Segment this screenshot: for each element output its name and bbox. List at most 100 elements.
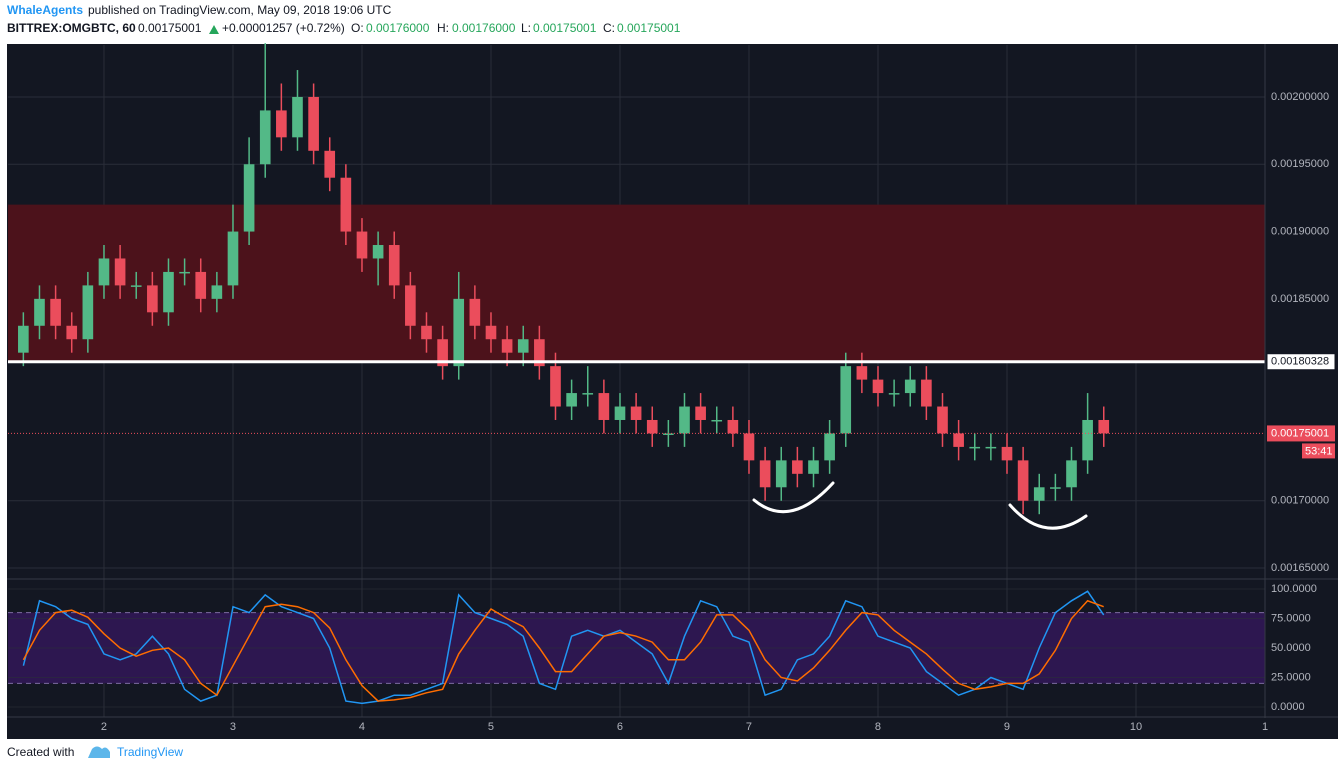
candle-body [614,406,626,420]
candle-body [259,110,271,165]
candle-body [695,406,706,420]
candle-body [1017,460,1029,501]
candle-body [195,271,207,299]
y-tick-label: 0.00185000 [1271,293,1329,305]
candle-body [147,285,158,313]
ohlc-value: 0.00176000 [452,21,516,35]
y-tick-label: 0.00200000 [1271,91,1329,103]
x-tick-label: 6 [617,721,623,733]
candle-body [1082,419,1093,461]
candle-body [550,366,561,407]
x-tick-label: 7 [746,721,752,733]
candle-body [66,325,78,340]
y-tick-label: 0.00170000 [1271,495,1329,507]
ohlc-value: 0.00175001 [617,21,681,35]
candle-body [808,460,819,474]
ohlc-value: 0.00175001 [533,21,597,35]
candle-body [308,96,319,151]
ohlc-key: L: [521,21,531,35]
stoch-line [22,599,1104,702]
candle-body [1033,487,1045,501]
price: 0.00175001 [138,21,202,35]
ohlc-key: H: [437,21,449,35]
candle-body [727,419,739,434]
published: published on TradingView.com, May 09, 20… [88,3,392,17]
candle-body [969,446,981,449]
candle-body [904,379,916,394]
candle-body [1098,419,1110,434]
back-layer [8,45,1266,717]
candle-body [663,433,674,435]
footer-created: Created with [7,745,74,759]
candle-body [711,419,723,422]
candle-body [469,298,481,326]
candle-body [211,285,223,299]
ohlc-key: O: [351,21,364,35]
candle-body [130,285,142,287]
candle-body [421,325,432,340]
level-label: 0.00180328 [1271,356,1329,368]
x-tick-label: 3 [230,721,236,733]
y-tick-label: 100.0000 [1271,583,1317,595]
candle-body [759,460,771,488]
symbol: BITTREX:OMGBTC, 60 [7,21,136,35]
candle-body [227,231,239,286]
author[interactable]: WhaleAgents [7,3,83,17]
candle-body [872,379,884,394]
candle-body [163,271,174,313]
ohlc-value: 0.00176000 [366,21,430,35]
x-tick-label: 8 [875,721,881,733]
candle-body [292,96,303,138]
last-price-box [1267,425,1335,442]
candle-body [856,366,868,380]
countdown-box [1302,443,1335,459]
candle-body [1066,460,1077,488]
x-tick-label: 1 [1262,721,1268,733]
footer-brand[interactable]: TradingView [117,745,183,759]
brand-logo [88,746,110,758]
candle-body [276,110,287,138]
candle-body [98,258,110,286]
candle-body [82,285,94,340]
last-price-label: 0.00175001 [1271,427,1329,439]
y-tick-label: 0.00165000 [1271,562,1329,574]
x-tick-label: 5 [488,721,494,733]
candle-body [679,406,690,434]
candle-body [775,460,787,488]
candle-body [356,231,368,259]
drawing-curve [1008,503,1088,530]
candle-body [324,150,336,178]
candle-body [921,379,932,407]
y-tick-label: 0.00195000 [1271,158,1329,170]
candle-body [405,285,416,326]
y-tick-label: 50.0000 [1271,642,1311,654]
candle-body [985,446,997,449]
candle-body [888,393,900,395]
candle-body [630,406,642,420]
candle-body [243,164,255,232]
candle-body [792,460,803,474]
countdown: 53:41 [1305,445,1333,457]
candle-body [534,339,545,367]
y-tick-label: 75.0000 [1271,612,1311,624]
candle-body [743,433,755,461]
candle-body [840,366,852,434]
candle-body [582,393,594,395]
y-tick-label: 25.0000 [1271,671,1311,683]
x-tick-label: 4 [359,721,365,733]
candle-body [388,245,400,286]
candle-body [1050,487,1061,489]
candle-body [1001,446,1013,461]
candle-body [937,406,948,434]
candle-body [34,298,45,326]
candle-body [485,325,497,340]
candle-body [646,419,658,434]
candle-body [437,339,448,367]
candle-body [179,271,190,274]
candle-body [50,298,61,326]
candle-body [953,433,964,447]
front-layer: 0.00200000 0.00195000 0.00190000 0.00185000… [8,91,1336,733]
candle-body [824,433,835,461]
candle-body [598,393,610,420]
level-label-box [1266,353,1336,371]
